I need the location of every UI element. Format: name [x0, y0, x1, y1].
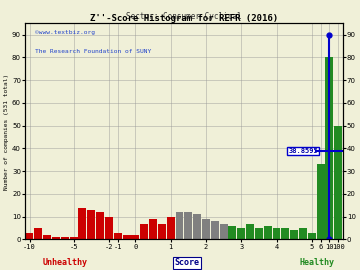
Text: Healthy: Healthy — [299, 258, 334, 267]
Bar — [317, 164, 325, 239]
Bar — [34, 228, 42, 239]
Bar — [282, 228, 289, 239]
Bar — [334, 126, 342, 239]
Bar — [61, 237, 69, 239]
Bar — [140, 224, 148, 239]
Bar — [158, 224, 166, 239]
Bar — [299, 228, 307, 239]
Text: Score: Score — [175, 258, 200, 267]
Bar — [167, 217, 175, 239]
Bar — [52, 237, 60, 239]
Bar — [123, 235, 131, 239]
Bar — [193, 214, 201, 239]
Bar — [290, 230, 298, 239]
Bar — [105, 217, 113, 239]
Bar — [229, 226, 237, 239]
Bar — [87, 210, 95, 239]
Y-axis label: Number of companies (531 total): Number of companies (531 total) — [4, 73, 9, 190]
Bar — [149, 219, 157, 239]
Bar — [78, 208, 86, 239]
Text: The Research Foundation of SUNY: The Research Foundation of SUNY — [35, 49, 151, 54]
Bar — [211, 221, 219, 239]
Bar — [69, 237, 78, 239]
Bar — [246, 224, 254, 239]
Bar — [264, 226, 272, 239]
Bar — [255, 228, 263, 239]
Bar — [131, 235, 139, 239]
Bar — [220, 224, 228, 239]
Bar — [237, 228, 245, 239]
Text: Sector: Consumer Cyclical: Sector: Consumer Cyclical — [126, 12, 242, 21]
Bar — [184, 212, 192, 239]
Bar — [43, 235, 51, 239]
Bar — [308, 233, 316, 239]
Bar — [26, 233, 33, 239]
Text: 38.8595: 38.8595 — [288, 148, 318, 154]
Title: Z''-Score Histogram for REFR (2016): Z''-Score Histogram for REFR (2016) — [90, 14, 278, 23]
Bar — [96, 212, 104, 239]
Bar — [273, 228, 280, 239]
Bar — [114, 233, 122, 239]
Bar — [202, 219, 210, 239]
Bar — [325, 58, 333, 239]
Bar — [176, 212, 184, 239]
Text: Unhealthy: Unhealthy — [42, 258, 87, 267]
Text: ©www.textbiz.org: ©www.textbiz.org — [35, 30, 95, 35]
